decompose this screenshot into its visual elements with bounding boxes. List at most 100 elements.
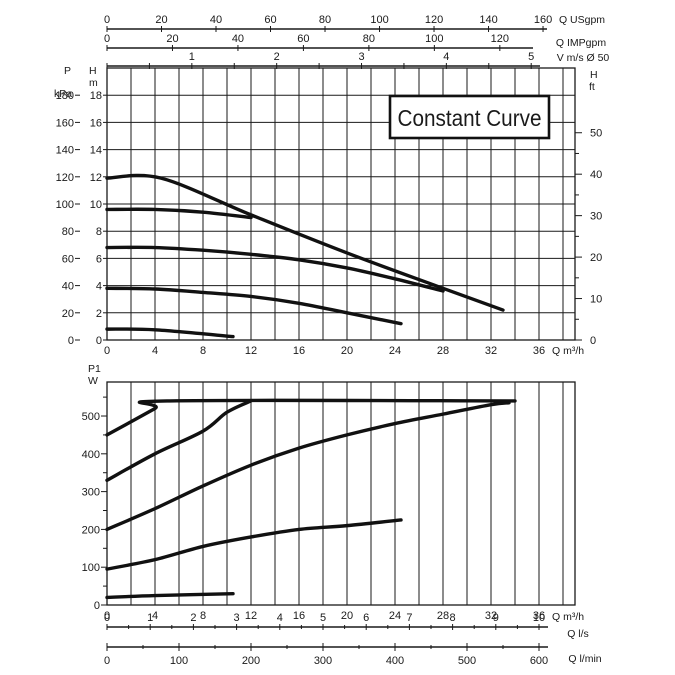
head-x-tick-label: 4 [152, 345, 158, 357]
power-curve-line [105, 398, 517, 437]
lpmin-tick-label: 0 [104, 655, 110, 667]
lpmin-tick-label: 600 [530, 655, 548, 667]
head-m-tick-label: 14 [90, 145, 102, 157]
power-x-tick-label: 8 [200, 610, 206, 622]
power-tick-label: 400 [82, 449, 100, 461]
head-curve-line [105, 327, 235, 339]
pressure-tick-label: 80 [62, 226, 74, 238]
pressure-tick-label: 40 [62, 281, 74, 293]
head-chart-curves [105, 173, 505, 339]
power-tick-label: 500 [82, 411, 100, 423]
head-curve-line [105, 286, 403, 326]
impgpm-tick-label: 120 [491, 33, 509, 45]
head-ft-tick-label: 30 [590, 211, 602, 223]
usgpm-tick-label: 80 [319, 14, 331, 26]
head-ft-tick-label: 40 [590, 169, 602, 181]
pressure-tick-label: 180 [56, 90, 74, 102]
lpmin-tick-label: 100 [170, 655, 188, 667]
head-ft-axis-title: H [590, 69, 598, 81]
usgpm-tick-label: 160 [534, 14, 552, 26]
pressure-tick-label: 100 [56, 199, 74, 211]
head-m-tick-label: 6 [96, 253, 102, 265]
power-chart-x-label: Q m³/h [552, 611, 584, 623]
power-curve-line [105, 591, 235, 600]
head-curve-line [105, 245, 445, 293]
usgpm-tick-label: 20 [155, 14, 167, 26]
head-m-tick-label: 12 [90, 172, 102, 184]
head-x-tick-label: 12 [245, 345, 257, 357]
lpmin-tick-label: 400 [386, 655, 404, 667]
pressure-tick-label: 60 [62, 253, 74, 265]
impgpm-tick-label: 20 [166, 33, 178, 45]
head-m-axis-title: H [89, 65, 97, 77]
pressure-axis-title: P [64, 65, 71, 77]
usgpm-tick-label: 0 [104, 14, 110, 26]
head-m-tick-label: 4 [96, 281, 102, 293]
lps-tick-label: 9 [493, 612, 499, 624]
lpmin-tick-label: 500 [458, 655, 476, 667]
velocity-tick-label: 4 [443, 51, 449, 63]
velocity-tick-label: 1 [189, 51, 195, 63]
lps-axis-label: Q l/s [567, 628, 589, 640]
impgpm-axis-ticks: 0 20 40 60 80 100 120 [104, 33, 509, 51]
head-m-axis-unit: m [89, 77, 98, 89]
velocity-tick-label: 3 [358, 51, 364, 63]
velocity-tick-label: 2 [274, 51, 280, 63]
power-x-tick-label: 24 [389, 610, 401, 622]
impgpm-tick-label: 60 [297, 33, 309, 45]
usgpm-tick-label: 120 [425, 14, 443, 26]
bottom-unit-axes: 0 1 2 3 4 5 6 7 8 9 10 Q l/s 0 100 200 300 400 500 600 Q… [104, 612, 602, 667]
head-m-tick-label: 8 [96, 226, 102, 238]
head-m-tick-label: 18 [90, 90, 102, 102]
pressure-tick-label: 140 [56, 145, 74, 157]
power-chart-curves [105, 398, 517, 600]
velocity-axis-label: V m/s Ø 50 [557, 52, 610, 64]
head-x-tick-label: 28 [437, 345, 449, 357]
power-curve-line [105, 401, 511, 532]
velocity-tick-label: 5 [528, 51, 534, 63]
power-curve-line [105, 518, 403, 571]
head-curve-line [105, 173, 505, 312]
pressure-axis-unit: kPa [54, 88, 72, 100]
lps-tick-label: 6 [363, 612, 369, 624]
lpmin-tick-label: 300 [314, 655, 332, 667]
head-ft-tick-label: 10 [590, 294, 602, 306]
head-chart-x-ticks: 0 4 8 12 16 20 24 28 32 36 [104, 345, 545, 357]
power-chart-grid [130, 382, 564, 605]
head-x-tick-label: 16 [293, 345, 305, 357]
usgpm-axis-label: Q USgpm [559, 14, 605, 26]
head-m-tick-label: 10 [90, 199, 102, 211]
power-chart-x-ticks: 0 4 8 12 16 20 24 28 32 36 [104, 610, 545, 622]
head-ft-axis-unit: ft [589, 81, 595, 93]
power-x-tick-label: 12 [245, 610, 257, 622]
head-ft-axis-ticks: 0 10 20 30 40 50 [575, 128, 602, 347]
head-m-axis-ticks: 0 2 4 6 8 10 12 14 16 18 [90, 90, 107, 347]
usgpm-tick-label: 140 [479, 14, 497, 26]
lps-tick-label: 10 [533, 612, 545, 624]
impgpm-tick-label: 80 [363, 33, 375, 45]
head-x-tick-label: 36 [533, 345, 545, 357]
head-ft-tick-label: 0 [590, 335, 596, 347]
lps-tick-label: 1 [147, 612, 153, 624]
power-x-tick-label: 32 [485, 610, 497, 622]
power-axis-title: P1 [88, 363, 101, 375]
impgpm-tick-label: 100 [425, 33, 443, 45]
power-curve-line [105, 399, 253, 482]
head-x-tick-label: 32 [485, 345, 497, 357]
lpmin-tick-label: 200 [242, 655, 260, 667]
head-m-tick-label: 16 [90, 117, 102, 129]
pressure-axis-ticks: 0 20 40 60 80 100 120 140 160 180 [56, 90, 80, 347]
lps-tick-label: 5 [320, 612, 326, 624]
lps-tick-label: 3 [234, 612, 240, 624]
power-x-tick-label: 28 [437, 610, 449, 622]
usgpm-tick-label: 40 [210, 14, 222, 26]
pressure-tick-label: 160 [56, 117, 74, 129]
power-tick-label: 200 [82, 524, 100, 536]
usgpm-tick-label: 100 [370, 14, 388, 26]
head-x-tick-label: 20 [341, 345, 353, 357]
head-ft-tick-label: 50 [590, 128, 602, 140]
lpmin-axis-label: Q l/min [568, 653, 601, 665]
power-x-tick-label: 4 [152, 610, 158, 622]
